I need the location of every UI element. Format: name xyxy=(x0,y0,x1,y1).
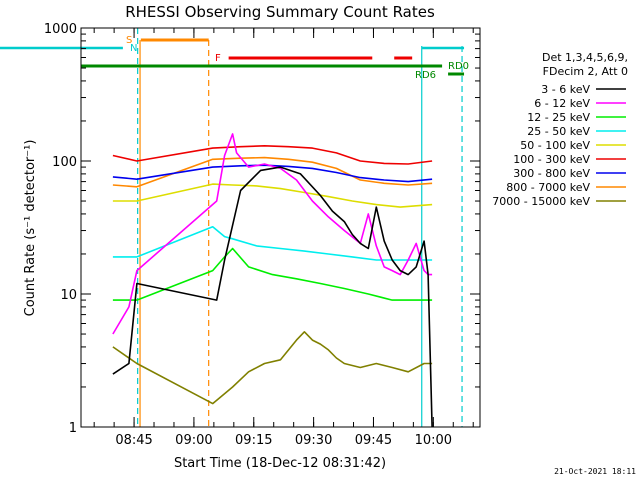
series-line-2 xyxy=(112,133,433,335)
y-axis-label: Count Rate (s⁻¹ detector⁻¹) xyxy=(23,140,38,317)
x-tick-label: 09:30 xyxy=(295,433,332,448)
legend-header-line-2: FDecim 2, Att 0 xyxy=(543,65,628,78)
axes: 1 10 100 1000 08:45 09:00 09:15 09:30 09:45 10:00 xyxy=(44,22,480,448)
annotation-s: S xyxy=(126,35,132,46)
series-line-9 xyxy=(112,330,433,405)
series-line-7 xyxy=(112,164,433,183)
annotation-rd0: RD0 xyxy=(448,61,469,72)
annotation-f: F xyxy=(215,53,221,64)
annotation-n: N xyxy=(130,43,137,54)
series-line-4 xyxy=(112,226,433,261)
y-tick-label: 100 xyxy=(52,155,77,170)
legend-header-line-1: Det 1,3,4,5,6,9, xyxy=(542,51,628,64)
legend-label: 3 - 6 keV xyxy=(541,83,590,96)
x-tick-label: 09:00 xyxy=(175,433,212,448)
series-line-1 xyxy=(112,166,433,428)
series-line-6 xyxy=(112,145,433,165)
annotation-rd6: RD6 xyxy=(415,70,436,81)
series-line-3 xyxy=(112,247,433,301)
legend-label: 6 - 12 keV xyxy=(534,97,590,110)
series-line-8 xyxy=(112,156,433,188)
chart-title: RHESSI Observing Summary Count Rates xyxy=(125,3,435,21)
x-axis-label: Start Time (18-Dec-12 08:31:42) xyxy=(174,456,386,471)
y-tick-label: 1000 xyxy=(44,22,77,37)
plot-frame xyxy=(80,27,481,428)
series-group xyxy=(112,133,433,428)
x-tick-label: 08:45 xyxy=(115,433,152,448)
generation-timestamp: 21-Oct-2021 18:11 xyxy=(554,467,636,476)
legend-label: 12 - 25 keV xyxy=(527,111,590,124)
y-tick-label: 10 xyxy=(60,288,77,303)
series-line-5 xyxy=(112,183,433,208)
legend-label: 800 - 7000 keV xyxy=(506,181,590,194)
x-tick-label: 09:15 xyxy=(235,433,272,448)
plot-decor xyxy=(0,28,465,427)
x-tick-label: 09:45 xyxy=(355,433,392,448)
legend-label: 50 - 100 keV xyxy=(520,139,590,152)
legend-label: 300 - 800 keV xyxy=(513,167,590,180)
x-tick-label: 10:00 xyxy=(415,433,452,448)
legend-label: 25 - 50 keV xyxy=(527,125,590,138)
legend-label: 100 - 300 keV xyxy=(513,153,590,166)
y-tick-label: 1 xyxy=(69,421,77,436)
legend-label: 7000 - 15000 keV xyxy=(492,195,590,208)
